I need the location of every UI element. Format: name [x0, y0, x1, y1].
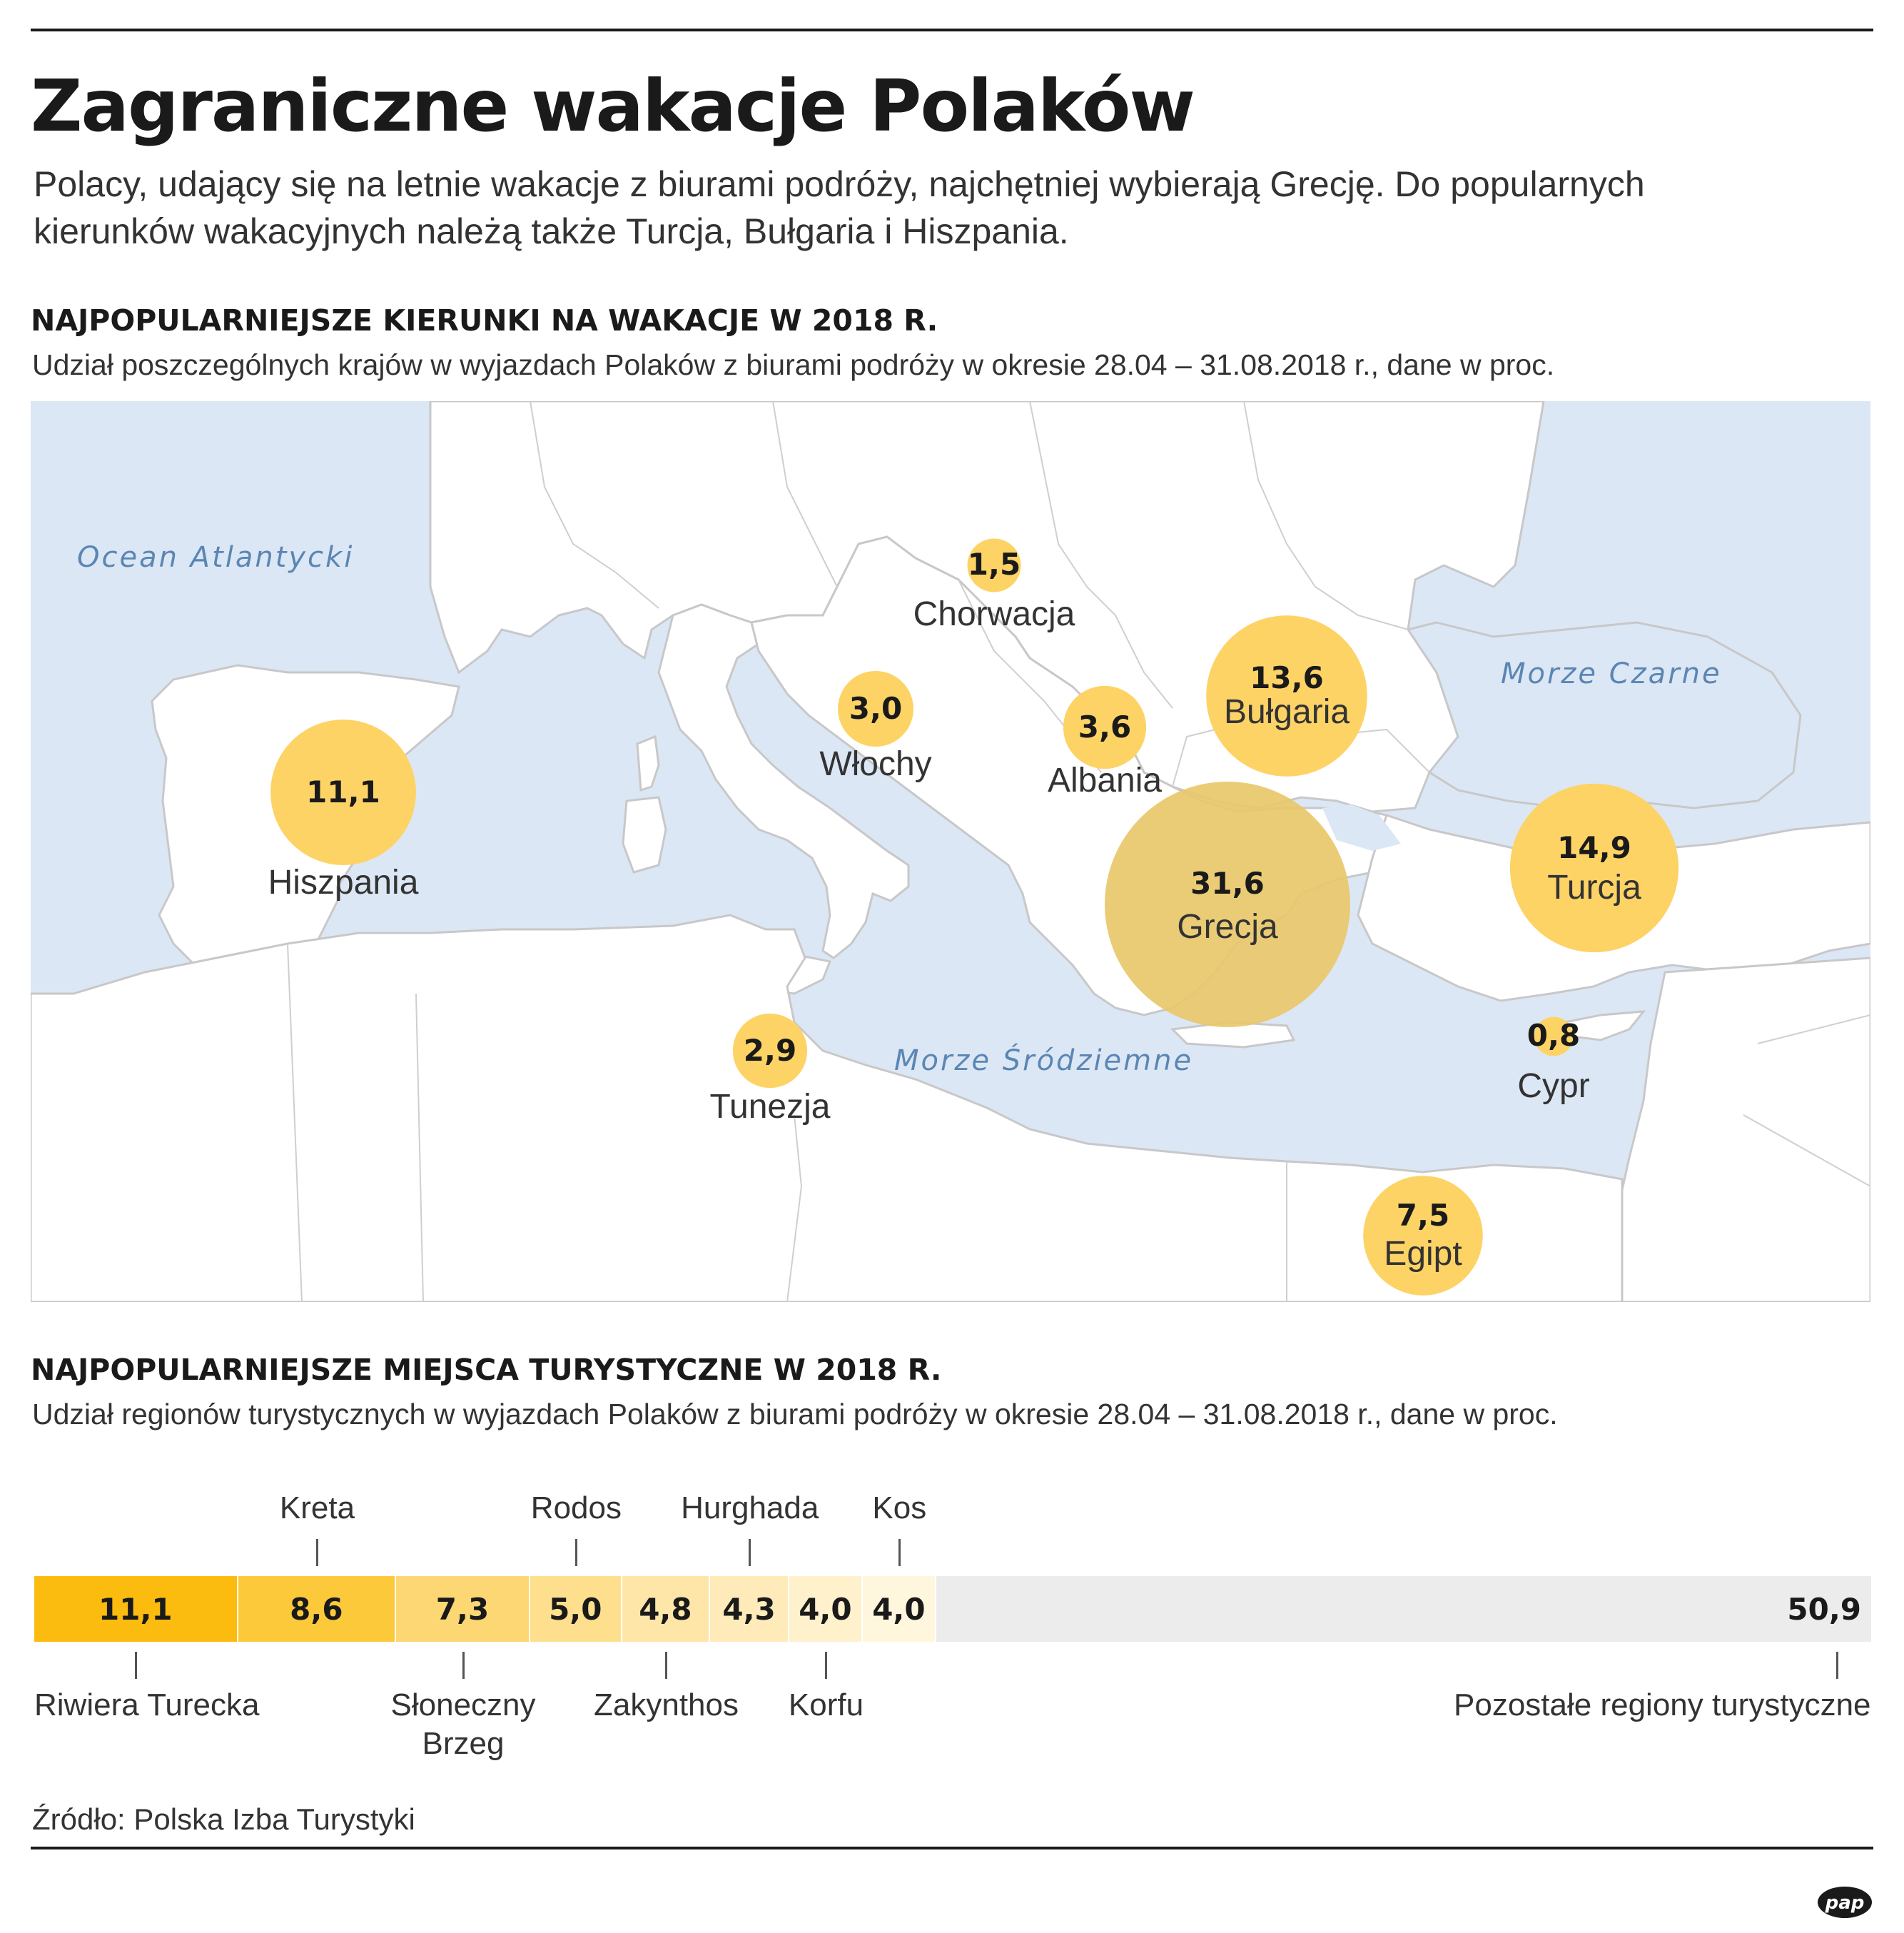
- bar-segment-4: 4,8: [622, 1576, 711, 1642]
- bar-segment-5: 4,3: [710, 1576, 789, 1642]
- region-tick-5: [749, 1539, 751, 1566]
- region-tick-1: [315, 1539, 318, 1566]
- bubble-value-2: 13,6: [1250, 660, 1324, 695]
- bubble-5: [1063, 685, 1147, 769]
- regions-section-title: NAJPOPULARNIEJSZE MIEJSCA TURYSTYCZNE W …: [31, 1353, 942, 1387]
- region-label-4: Zakynthos: [594, 1687, 739, 1722]
- bubble-label-6: Włochy: [819, 745, 931, 783]
- bubble-1: [1509, 783, 1679, 953]
- regions-stacked-bar: 11,1 8,6 7,3 5,0 4,8 4,3 4,0 4,0 50,9: [34, 1576, 1872, 1642]
- region-tick-0: [135, 1652, 138, 1679]
- bubble-label-7: Tunezja: [710, 1088, 831, 1126]
- region-label-1: Kreta: [279, 1490, 355, 1525]
- page-title: Zagraniczne wakacje Polaków: [31, 64, 1195, 148]
- bubble-label-1: Turcja: [1547, 869, 1641, 907]
- bubble-map: Ocean Atlantycki Morze Czarne Morze Śród…: [31, 401, 1870, 1302]
- bar-segment-8: 50,9: [936, 1576, 1872, 1642]
- region-tick-6: [824, 1652, 827, 1679]
- sea-label-atlantic: Ocean Atlantycki: [77, 541, 354, 574]
- sea-label-mediterranean: Morze Śródziemne: [894, 1043, 1193, 1077]
- bubble-2: [1206, 615, 1367, 777]
- pap-logo: pap: [1818, 1887, 1872, 1918]
- region-label-3: Rodos: [530, 1490, 622, 1525]
- bubble-label-2: Bułgaria: [1224, 693, 1349, 731]
- bubble-label-4: Egipt: [1384, 1235, 1462, 1273]
- lede-line-2: kierunków wakacyjnych należą także Turcj…: [34, 211, 1069, 251]
- bubble-0: [1105, 782, 1350, 1027]
- bubble-8: [967, 538, 1021, 592]
- region-tick-4: [665, 1652, 667, 1679]
- region-tick-7: [898, 1539, 901, 1566]
- map-section-subtitle: Udział poszczególnych krajów w wyjazdach…: [32, 348, 1555, 381]
- region-label-2: Słoneczny Brzeg: [390, 1687, 536, 1761]
- svg-text:pap: pap: [1825, 1892, 1865, 1914]
- region-label-7: Kos: [872, 1490, 927, 1525]
- source-note: Źródło: Polska Izba Turystyki: [32, 1802, 415, 1836]
- bar-segment-1: 8,6: [238, 1576, 397, 1642]
- bubble-7: [732, 1013, 808, 1089]
- bubble-value-4: 7,5: [1397, 1198, 1449, 1233]
- bar-segment-2: 7,3: [396, 1576, 530, 1642]
- map-section-title: NAJPOPULARNIEJSZE KIERUNKI NA WAKACJE W …: [31, 303, 938, 338]
- region-label-6: Korfu: [788, 1687, 864, 1722]
- bubble-9: [1534, 1016, 1574, 1056]
- bottom-rule: [31, 1847, 1873, 1849]
- bubble-value-7: 2,9: [744, 1033, 796, 1068]
- bubble-label-5: Albania: [1048, 762, 1162, 799]
- region-tick-2: [462, 1652, 465, 1679]
- sea-of-marmara: [1322, 804, 1401, 851]
- bar-segment-0: 11,1: [34, 1576, 238, 1642]
- lede: Polacy, udający się na letnie wakacje z …: [34, 161, 1782, 255]
- bubble-value-0: 31,6: [1190, 866, 1265, 901]
- region-tick-3: [574, 1539, 577, 1566]
- bubble-value-1: 14,9: [1557, 830, 1631, 865]
- region-label-8: Pozostałe regiony turystyczne: [1454, 1687, 1871, 1722]
- bubble-value-9: 0,8: [1527, 1018, 1580, 1053]
- bubble-4: [1363, 1176, 1483, 1296]
- regions-section-subtitle: Udział regionów turystycznych w wyjazdac…: [32, 1398, 1558, 1430]
- sea-labels: Ocean Atlantycki Morze Czarne Morze Śród…: [77, 541, 1722, 1077]
- bar-segment-7: 4,0: [862, 1576, 936, 1642]
- bubble-value-6: 3,0: [849, 691, 902, 726]
- bubble-label-8: Chorwacja: [913, 595, 1075, 633]
- top-rule: [31, 29, 1873, 31]
- region-label-5: Hurghada: [681, 1490, 819, 1525]
- bar-segment-3: 5,0: [530, 1576, 622, 1642]
- bubble-label-9: Cypr: [1517, 1067, 1589, 1105]
- bubble-6: [838, 671, 913, 747]
- sea-label-black-sea: Morze Czarne: [1501, 657, 1722, 690]
- bubble-value-8: 1,5: [968, 547, 1021, 582]
- region-tick-8: [1835, 1652, 1838, 1679]
- region-label-0: Riwiera Turecka: [34, 1687, 260, 1722]
- lede-line-1: Polacy, udający się na letnie wakacje z …: [34, 164, 1645, 204]
- bar-segment-6: 4,0: [789, 1576, 863, 1642]
- bubble-value-5: 3,6: [1078, 710, 1131, 745]
- bubble-label-0: Grecja: [1177, 908, 1278, 946]
- bubble-3: [270, 720, 416, 865]
- bubble-label-3: Hiszpania: [268, 864, 419, 902]
- bubble-value-3: 11,1: [306, 774, 380, 809]
